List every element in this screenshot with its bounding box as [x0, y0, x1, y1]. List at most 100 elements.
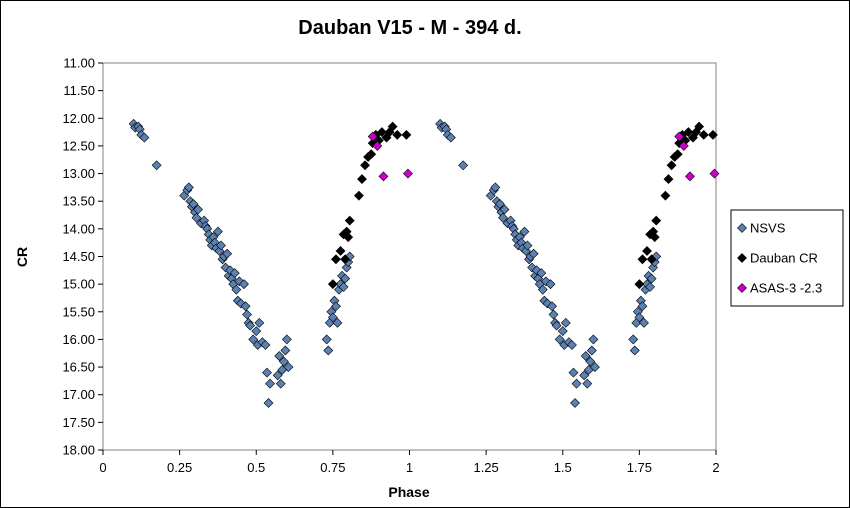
- point-nsvs: [222, 248, 233, 259]
- point-asas-3-2-3: [709, 168, 720, 179]
- x-tick-label: 0.5: [247, 460, 265, 475]
- point-nsvs: [639, 317, 649, 328]
- point-nsvs: [251, 326, 262, 337]
- point-dauban-cr: [660, 190, 671, 201]
- point-dauban-cr: [666, 160, 677, 171]
- y-tick-label: 11.00: [63, 56, 95, 71]
- point-nsvs: [321, 334, 332, 345]
- point-nsvs: [275, 378, 286, 389]
- point-nsvs: [571, 378, 582, 389]
- point-nsvs: [588, 334, 599, 345]
- data-points: [128, 118, 720, 408]
- point-nsvs: [188, 199, 199, 209]
- point-nsvs: [245, 320, 256, 331]
- x-tick-label: 0.75: [320, 460, 345, 475]
- point-dauban-cr: [642, 246, 652, 256]
- point-nsvs: [445, 132, 456, 143]
- point-nsvs: [579, 370, 590, 381]
- point-dauban-cr: [360, 160, 370, 171]
- point-nsvs: [274, 351, 285, 361]
- point-nsvs: [240, 301, 251, 312]
- point-dauban-cr: [387, 121, 398, 132]
- legend-label-nsvs: NSVS: [750, 221, 786, 236]
- point-dauban-cr: [376, 127, 387, 138]
- y-tick-label: 16.00: [62, 332, 95, 347]
- point-dauban-cr: [646, 254, 657, 265]
- point-nsvs: [567, 340, 577, 350]
- x-axis: 0 0.25 0.5 0.75 1 1.25 1.5 1.75 2: [99, 450, 720, 475]
- point-dauban-cr: [637, 254, 648, 265]
- point-asas-3-2-3: [674, 131, 685, 142]
- point-asas-3-2-3: [372, 141, 383, 151]
- point-nsvs: [283, 362, 294, 372]
- y-tick-label: 12.00: [62, 111, 95, 126]
- y-axis: 11.00 11.50 12.00 12.50 13.00 13.50 14.00 14.50…: [62, 56, 103, 458]
- point-nsvs: [263, 398, 274, 408]
- x-tick-label: 2: [712, 460, 719, 475]
- point-dauban-cr: [343, 232, 354, 243]
- point-dauban-cr: [366, 149, 377, 160]
- point-nsvs: [262, 367, 272, 378]
- point-nsvs: [499, 204, 510, 215]
- point-dauban-cr: [357, 174, 367, 185]
- point-dauban-cr: [327, 279, 338, 290]
- point-nsvs: [646, 273, 657, 284]
- point-nsvs: [216, 240, 226, 251]
- point-nsvs: [327, 312, 338, 323]
- point-nsvs: [139, 132, 150, 143]
- point-nsvs: [522, 240, 533, 251]
- point-nsvs: [551, 320, 562, 331]
- y-tick-label: 18.00: [62, 443, 95, 458]
- chart-title: Dauban V15 - M - 394 d.: [298, 17, 521, 39]
- point-nsvs: [260, 340, 271, 350]
- point-nsvs: [340, 273, 351, 284]
- plot-area: [102, 62, 717, 451]
- point-nsvs: [547, 301, 557, 312]
- point-dauban-cr: [392, 129, 403, 140]
- point-dauban-cr: [401, 129, 412, 140]
- point-nsvs: [590, 362, 600, 372]
- point-dauban-cr: [344, 215, 355, 226]
- point-nsvs: [280, 345, 291, 356]
- point-asas-3-2-3: [678, 141, 689, 151]
- point-asas-3-2-3: [367, 131, 378, 142]
- point-nsvs: [582, 378, 593, 389]
- legend-label-dauban-cr: Dauban CR: [750, 251, 818, 266]
- point-nsvs: [332, 317, 343, 328]
- point-dauban-cr: [672, 149, 683, 160]
- point-nsvs: [254, 317, 265, 328]
- point-nsvs: [265, 378, 275, 389]
- point-nsvs: [545, 279, 556, 290]
- point-nsvs: [272, 370, 283, 381]
- point-nsvs: [528, 248, 539, 259]
- x-tick-label: 1.5: [554, 460, 572, 475]
- point-nsvs: [248, 334, 259, 345]
- point-nsvs: [229, 268, 240, 279]
- y-tick-label: 13.00: [62, 166, 95, 181]
- y-tick-label: 14.50: [62, 249, 95, 264]
- x-tick-label: 0.25: [167, 460, 192, 475]
- point-nsvs: [183, 182, 194, 193]
- point-dauban-cr: [694, 121, 705, 132]
- point-nsvs: [586, 345, 597, 356]
- point-asas-3-2-3: [403, 168, 413, 179]
- x-axis-label: Phase: [388, 484, 429, 500]
- point-nsvs: [537, 284, 548, 295]
- point-asas-3-2-3: [685, 171, 695, 182]
- point-nsvs: [548, 309, 559, 320]
- y-tick-label: 17.00: [62, 387, 95, 402]
- legend-marker-dauban-cr: [737, 253, 747, 263]
- point-nsvs: [519, 226, 530, 237]
- point-dauban-cr: [663, 174, 674, 185]
- point-nsvs: [331, 301, 341, 312]
- point-nsvs: [568, 367, 579, 378]
- point-dauban-cr: [331, 254, 341, 265]
- point-nsvs: [536, 268, 547, 279]
- point-nsvs: [193, 204, 203, 215]
- point-nsvs: [585, 356, 596, 367]
- point-nsvs: [557, 326, 568, 337]
- point-asas-3-2-3: [378, 171, 389, 182]
- legend-marker-asas-3-2-3: [737, 283, 747, 293]
- y-tick-label: 11.50: [63, 83, 95, 98]
- y-tick-label: 16.50: [62, 360, 95, 375]
